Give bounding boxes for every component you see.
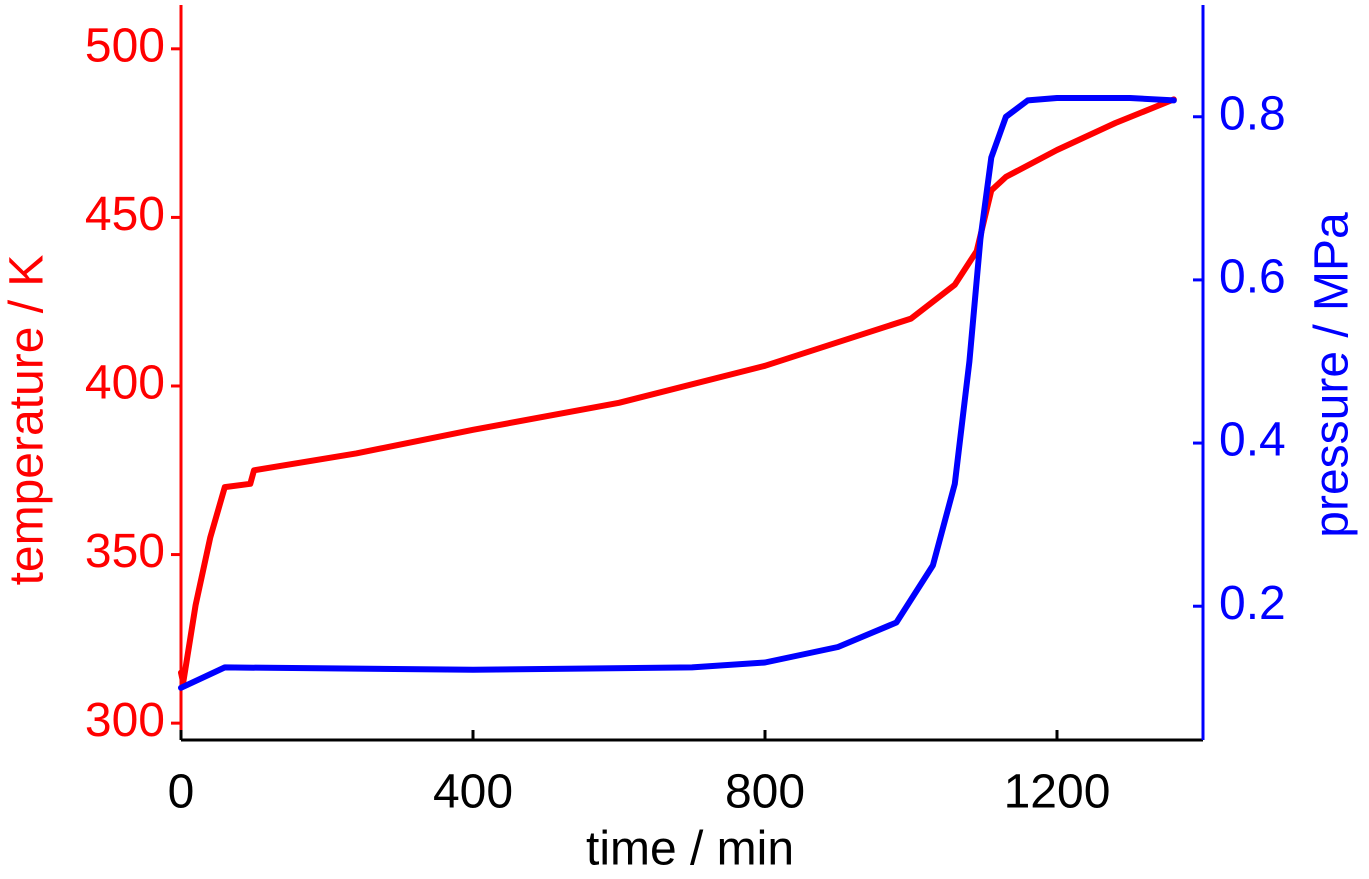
y2-tick-label: 0.6 xyxy=(1219,251,1286,304)
x-tick-label: 1200 xyxy=(1004,766,1111,819)
series-line xyxy=(178,95,1177,691)
x-axis-label: time / min xyxy=(586,823,794,876)
y-tick-label: 500 xyxy=(85,20,165,73)
x-tick-label: 400 xyxy=(433,766,513,819)
y2-tick-label: 0.8 xyxy=(1219,87,1286,140)
y-tick-label: 450 xyxy=(85,188,165,241)
y2-tick-label: 0.4 xyxy=(1219,414,1286,467)
y-axis-label: temperature / K xyxy=(1,255,54,586)
y2-axis-label: pressure / MPa xyxy=(1306,212,1359,538)
series-line xyxy=(178,96,1177,686)
x-tick-label: 800 xyxy=(725,766,805,819)
y-tick-label: 400 xyxy=(85,357,165,410)
x-tick-label: 0 xyxy=(168,766,195,819)
y-tick-label: 300 xyxy=(85,694,165,747)
y2-tick-label: 0.2 xyxy=(1219,577,1286,630)
y-tick-label: 350 xyxy=(85,525,165,578)
